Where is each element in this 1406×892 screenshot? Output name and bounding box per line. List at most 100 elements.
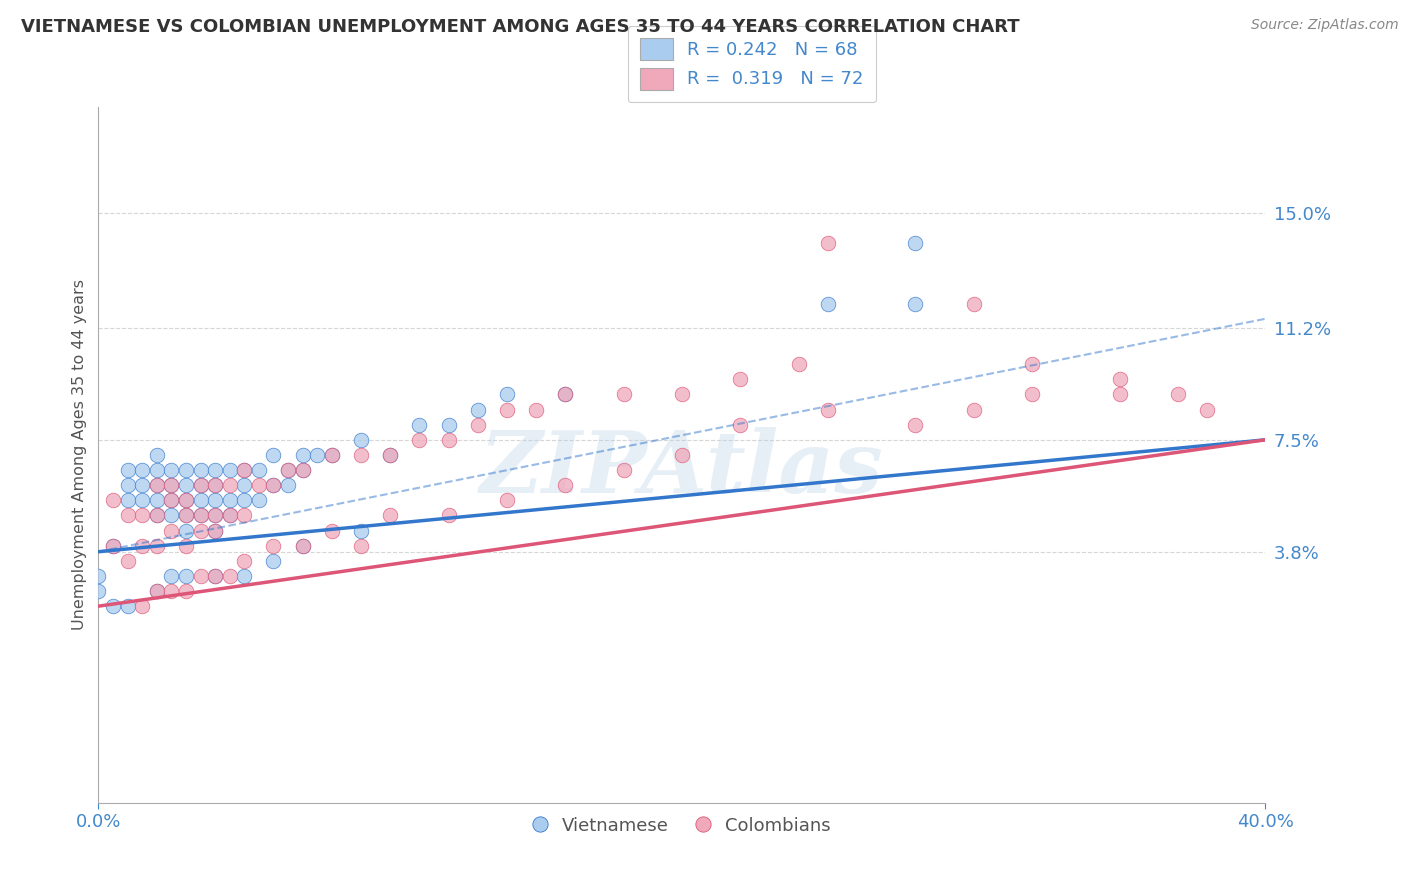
Point bbox=[174, 493, 197, 508]
Point bbox=[117, 508, 139, 523]
Point bbox=[146, 584, 169, 599]
Point bbox=[190, 493, 212, 508]
Point bbox=[131, 463, 153, 477]
Point bbox=[612, 463, 634, 477]
Point bbox=[1195, 402, 1218, 417]
Point bbox=[247, 463, 270, 477]
Point bbox=[160, 524, 183, 538]
Point bbox=[437, 417, 460, 432]
Point bbox=[146, 539, 169, 553]
Point bbox=[233, 478, 256, 492]
Point bbox=[904, 417, 927, 432]
Point bbox=[262, 554, 284, 568]
Point bbox=[101, 539, 124, 553]
Point bbox=[291, 539, 314, 553]
Point bbox=[117, 599, 139, 614]
Point bbox=[671, 448, 693, 462]
Point bbox=[496, 402, 519, 417]
Point bbox=[117, 493, 139, 508]
Point bbox=[190, 508, 212, 523]
Point bbox=[204, 569, 226, 583]
Point bbox=[117, 554, 139, 568]
Point bbox=[160, 493, 183, 508]
Point bbox=[730, 417, 752, 432]
Point bbox=[160, 584, 183, 599]
Point bbox=[262, 448, 284, 462]
Legend: Vietnamese, Colombians: Vietnamese, Colombians bbox=[526, 809, 838, 842]
Point bbox=[204, 478, 226, 492]
Point bbox=[218, 508, 240, 523]
Point bbox=[174, 539, 197, 553]
Point bbox=[87, 584, 110, 599]
Point bbox=[467, 417, 489, 432]
Point bbox=[146, 478, 169, 492]
Point bbox=[291, 539, 314, 553]
Point bbox=[174, 524, 197, 538]
Point bbox=[190, 508, 212, 523]
Point bbox=[174, 584, 197, 599]
Point bbox=[380, 448, 402, 462]
Point bbox=[146, 508, 169, 523]
Text: Source: ZipAtlas.com: Source: ZipAtlas.com bbox=[1251, 18, 1399, 32]
Point bbox=[277, 478, 299, 492]
Point bbox=[612, 387, 634, 401]
Point bbox=[218, 493, 240, 508]
Point bbox=[817, 236, 839, 251]
Point bbox=[233, 569, 256, 583]
Point bbox=[146, 448, 169, 462]
Point bbox=[204, 463, 226, 477]
Point bbox=[218, 508, 240, 523]
Point bbox=[554, 387, 576, 401]
Point bbox=[131, 599, 153, 614]
Point bbox=[101, 493, 124, 508]
Point bbox=[277, 463, 299, 477]
Point bbox=[218, 478, 240, 492]
Point bbox=[817, 296, 839, 310]
Point bbox=[350, 524, 373, 538]
Point bbox=[131, 539, 153, 553]
Point bbox=[671, 387, 693, 401]
Point bbox=[524, 402, 547, 417]
Point bbox=[146, 493, 169, 508]
Point bbox=[131, 508, 153, 523]
Point bbox=[190, 478, 212, 492]
Point bbox=[218, 463, 240, 477]
Point bbox=[117, 478, 139, 492]
Point bbox=[174, 508, 197, 523]
Point bbox=[204, 478, 226, 492]
Point bbox=[1108, 372, 1130, 386]
Point bbox=[160, 478, 183, 492]
Point bbox=[496, 493, 519, 508]
Point bbox=[247, 493, 270, 508]
Point bbox=[204, 508, 226, 523]
Point bbox=[233, 554, 256, 568]
Point bbox=[962, 296, 984, 310]
Point bbox=[1021, 387, 1043, 401]
Point bbox=[204, 524, 226, 538]
Point bbox=[350, 433, 373, 447]
Point bbox=[174, 569, 197, 583]
Point bbox=[160, 463, 183, 477]
Point bbox=[1021, 357, 1043, 371]
Point bbox=[146, 508, 169, 523]
Point bbox=[437, 433, 460, 447]
Point bbox=[1108, 387, 1130, 401]
Point bbox=[262, 539, 284, 553]
Point bbox=[131, 478, 153, 492]
Point bbox=[262, 478, 284, 492]
Point bbox=[218, 569, 240, 583]
Point bbox=[554, 387, 576, 401]
Point bbox=[233, 508, 256, 523]
Point bbox=[160, 508, 183, 523]
Point bbox=[233, 463, 256, 477]
Point bbox=[174, 463, 197, 477]
Point bbox=[160, 569, 183, 583]
Point bbox=[174, 493, 197, 508]
Point bbox=[190, 478, 212, 492]
Point bbox=[291, 448, 314, 462]
Point bbox=[87, 569, 110, 583]
Point bbox=[190, 569, 212, 583]
Point bbox=[190, 463, 212, 477]
Point bbox=[117, 463, 139, 477]
Point bbox=[380, 448, 402, 462]
